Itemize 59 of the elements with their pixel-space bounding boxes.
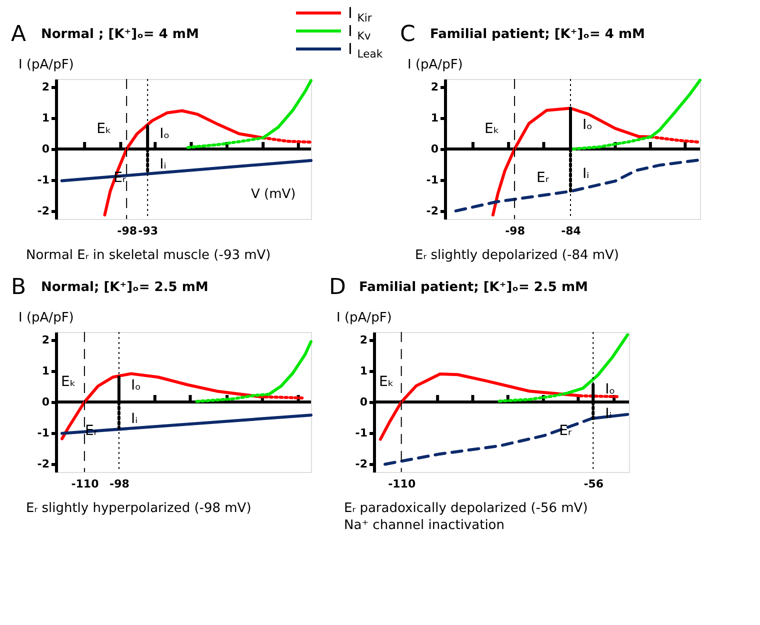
y-tick-label: 2 (360, 333, 368, 346)
text: Normal Eᵣ in skeletal muscle (-93 mV) (26, 248, 271, 263)
annotation: Iₒ (582, 116, 592, 133)
y-tick-label: -2 (355, 458, 368, 471)
y-tick-label: 0 (430, 142, 439, 156)
y-tick-label: 2 (430, 80, 438, 94)
text: Eᵣ paradoxically depolarized (-56 mV) (344, 501, 588, 516)
annotation: Iᵢ (160, 156, 166, 173)
x-tick-label: -98 (110, 478, 130, 490)
y-tick-label: 1 (430, 111, 438, 124)
x-tick-label: -98 (117, 224, 138, 238)
y-tick-label: 0 (360, 396, 368, 408)
y-tick-label: -1 (426, 174, 438, 187)
x-tick-label: -98 (505, 224, 525, 238)
y-tick-label: -1 (355, 426, 368, 440)
annotation: Eᵣ (536, 170, 550, 186)
text: C (400, 22, 416, 47)
annotation: Iᵢ (130, 411, 138, 428)
y-tick-label: -2 (37, 204, 50, 218)
annotation: Eᵣ (559, 423, 572, 440)
y-axis-title: I (pA/pF) (336, 310, 392, 326)
y-tick-label: 0 (42, 396, 50, 408)
y-tick-label: 1 (42, 111, 50, 124)
chart-title: Normal ; [K⁺]ₒ= 4 mM (41, 27, 199, 42)
x-tick-label: -110 (388, 478, 416, 490)
text: Na⁺ channel inactivation (344, 518, 504, 533)
y-tick-label: -2 (426, 204, 438, 218)
annotation: Iₒ (130, 378, 141, 394)
x-tick-label: -56 (584, 478, 604, 490)
y-tick-label: -2 (37, 458, 50, 471)
y-tick-label: -1 (37, 174, 50, 187)
y-tick-label: 0 (42, 142, 50, 156)
annotation: Iₒ (605, 381, 616, 398)
chart-title: Normal; [K⁺]ₒ= 2.5 mM (41, 280, 208, 295)
annotation: Eₖ (379, 374, 394, 390)
y-axis-title: I (pA/pF) (18, 58, 74, 72)
text: Eᵣ slightly hyperpolarized (-98 mV) (26, 501, 252, 516)
x-axis-title: V (mV) (251, 187, 296, 202)
text: D (329, 275, 346, 300)
text: Eᵣ slightly depolarized (-84 mV) (415, 248, 619, 263)
text: A (11, 22, 26, 47)
chart-title: Familial patient; [K⁺]ₒ= 4 mM (430, 27, 645, 42)
chart-title: Familial patient; [K⁺]ₒ= 2.5 mM (359, 280, 588, 295)
annotation: Eₖ (61, 374, 76, 390)
x-tick-label: -110 (71, 478, 100, 490)
y-tick-label: 2 (42, 333, 50, 346)
y-tick-label: 2 (42, 80, 50, 94)
annotation: Iₒ (160, 126, 170, 142)
annotation: Eₖ (96, 121, 112, 137)
x-tick-label: -93 (138, 224, 158, 238)
text: B (11, 275, 26, 300)
x-tick-label: -84 (561, 224, 582, 238)
y-axis-title: I (pA/pF) (408, 58, 463, 72)
y-axis-title: I (pA/pF) (18, 310, 74, 326)
y-tick-label: 1 (360, 364, 368, 378)
annotation: Eₖ (484, 121, 500, 137)
y-tick-label: -1 (37, 426, 50, 440)
annotation: Iᵢ (582, 166, 590, 182)
y-tick-label: 1 (42, 364, 50, 378)
